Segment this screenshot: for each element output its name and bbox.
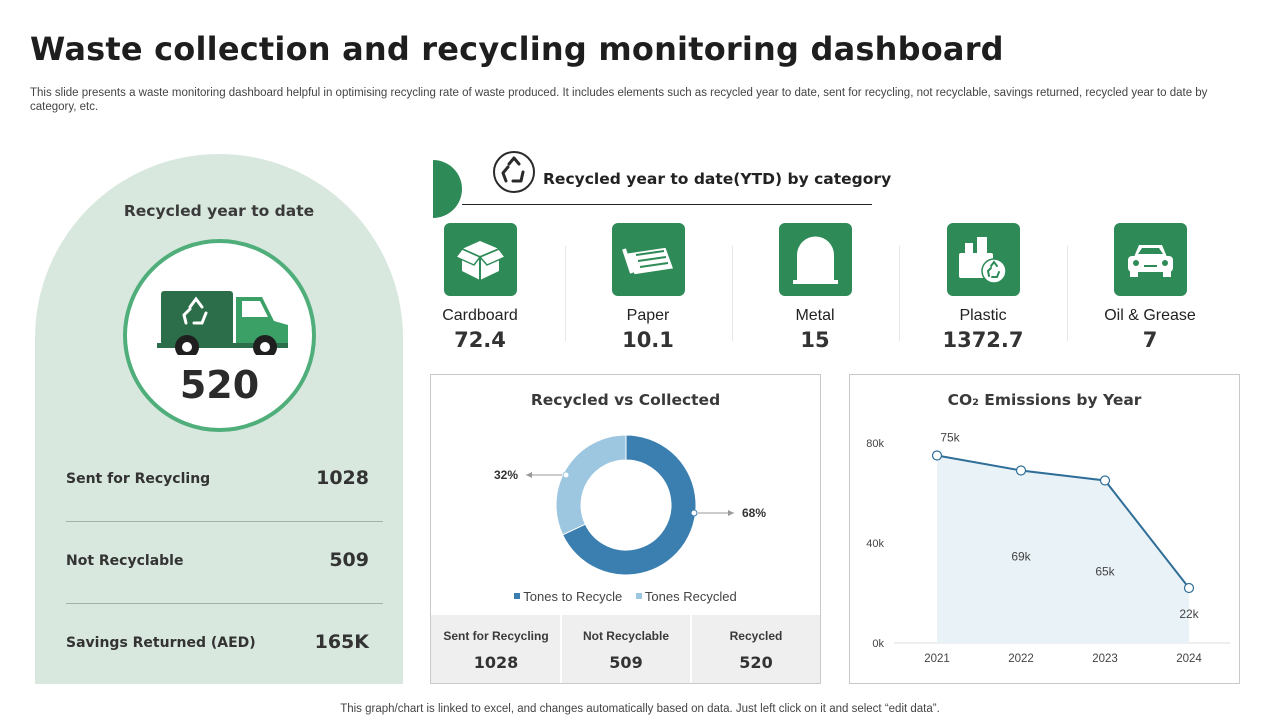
y-tick-label: 0k (872, 638, 884, 650)
row-value: 1028 (316, 467, 369, 489)
section-underline (462, 204, 872, 205)
category-name: Plastic (959, 307, 1007, 324)
x-tick-label: 2023 (1092, 653, 1118, 665)
metal-icon (779, 223, 852, 296)
area-fill (937, 455, 1189, 643)
x-tick-label: 2024 (1176, 653, 1202, 665)
row-label: Not Recyclable (66, 553, 184, 569)
y-tick-label: 80k (866, 438, 884, 450)
donut-chart: 68% 32% (494, 434, 766, 576)
category-section-title: Recycled year to date(YTD) by category (543, 170, 892, 188)
co2-emissions-card: CO₂ Emissions by Year 0k 40k 80k 75k 2021 69k… (849, 374, 1240, 684)
category-divider (899, 246, 900, 341)
page-description: This slide presents a waste monitoring d… (30, 87, 1208, 113)
car-icon (1114, 223, 1187, 296)
row-value: 509 (329, 549, 369, 571)
category-name: Metal (795, 307, 835, 324)
category-name: Oil & Grease (1104, 307, 1196, 324)
y-tick-label: 40k (866, 538, 884, 550)
x-tick-label: 2021 (924, 653, 950, 665)
paper-icon (612, 223, 685, 296)
stat-recycled: Recycled 520 (729, 629, 783, 672)
plastic-icon (947, 223, 1020, 296)
donut-callout-dot-0 (690, 509, 698, 517)
category-metal: Metal 15 (735, 223, 895, 358)
category-name: Cardboard (442, 307, 518, 324)
sent-for-recycling-row: Sent for Recycling 1028 (66, 461, 383, 501)
box-icon (444, 223, 517, 296)
data-point (1015, 465, 1027, 476)
donut-data-label-1: 32% (494, 468, 518, 482)
section-accent (433, 160, 462, 218)
category-value: 7 (1142, 328, 1158, 352)
truck-badge: 520 (123, 239, 316, 432)
legend-item-tones-recycled: Tones Recycled (635, 589, 737, 604)
stat-not-recyclable: Not Recyclable 509 (582, 629, 670, 672)
donut-callout-arrow-0 (728, 510, 734, 516)
category-value: 15 (800, 328, 830, 352)
data-point (931, 450, 943, 461)
page-title: Waste collection and recycling monitorin… (30, 30, 1004, 68)
category-divider (732, 246, 733, 341)
series-line (936, 454, 1190, 589)
stat-divider (560, 615, 562, 683)
donut-stats-strip: Sent for Recycling 1028 Not Recyclable 5… (431, 615, 820, 683)
row-label: Sent for Recycling (66, 471, 211, 487)
row-label: Savings Returned (AED) (66, 635, 256, 651)
category-value: 10.1 (622, 328, 674, 352)
category-value: 72.4 (454, 328, 506, 352)
data-label: 65k (1095, 565, 1115, 579)
category-cardboard: Cardboard 72.4 (400, 223, 560, 358)
line-chart: 0k 40k 80k 75k 2021 69k 2022 65k 2023 22k 2024 (866, 431, 1230, 665)
donut-data-label-0: 68% (742, 506, 766, 520)
data-label: 22k (1179, 607, 1199, 621)
category-name: Paper (626, 307, 670, 324)
donut-callout-arrow-1 (526, 472, 532, 478)
ytd-panel-title: Recycled year to date (123, 202, 315, 220)
data-label: 75k (940, 431, 960, 445)
category-divider (1067, 246, 1068, 341)
recycle-icon (493, 151, 535, 193)
row-value: 165K (314, 631, 369, 653)
category-divider (565, 246, 566, 341)
donut-slice-0 (561, 434, 697, 576)
category-oil-grease: Oil & Grease 7 (1070, 223, 1230, 358)
line-chart-title: CO₂ Emissions by Year (947, 391, 1142, 409)
donut-chart-title: Recycled vs Collected (530, 391, 721, 409)
footer-note: This graph/chart is linked to excel, and… (340, 703, 940, 715)
category-value: 1372.7 (942, 328, 1024, 352)
data-point (1099, 475, 1111, 486)
x-tick-label: 2022 (1008, 653, 1034, 665)
stat-sent-for-recycling: Sent for Recycling 1028 (443, 629, 549, 672)
stat-divider (690, 615, 692, 683)
category-plastic: Plastic 1372.7 (903, 223, 1063, 358)
not-recyclable-row: Not Recyclable 509 (66, 543, 383, 583)
legend-item-tones-to-recycle: Tones to Recycle (514, 589, 622, 604)
ytd-total-value: 520 (179, 363, 260, 407)
data-label: 69k (1011, 550, 1031, 564)
donut-legend: Tones to Recycle Tones Recycled (431, 589, 820, 604)
donut-callout-dot-1 (562, 471, 570, 479)
data-point (1183, 582, 1195, 594)
savings-returned-row: Savings Returned (AED) 165K (66, 625, 383, 665)
donut-slice-1 (555, 434, 627, 536)
row-divider (66, 521, 383, 522)
recycling-truck-icon (157, 291, 288, 355)
recycled-vs-collected-card: Recycled vs Collected 68% 32% Tones to Re… (430, 374, 821, 684)
category-paper: Paper 10.1 (568, 223, 728, 358)
row-divider (66, 603, 383, 604)
